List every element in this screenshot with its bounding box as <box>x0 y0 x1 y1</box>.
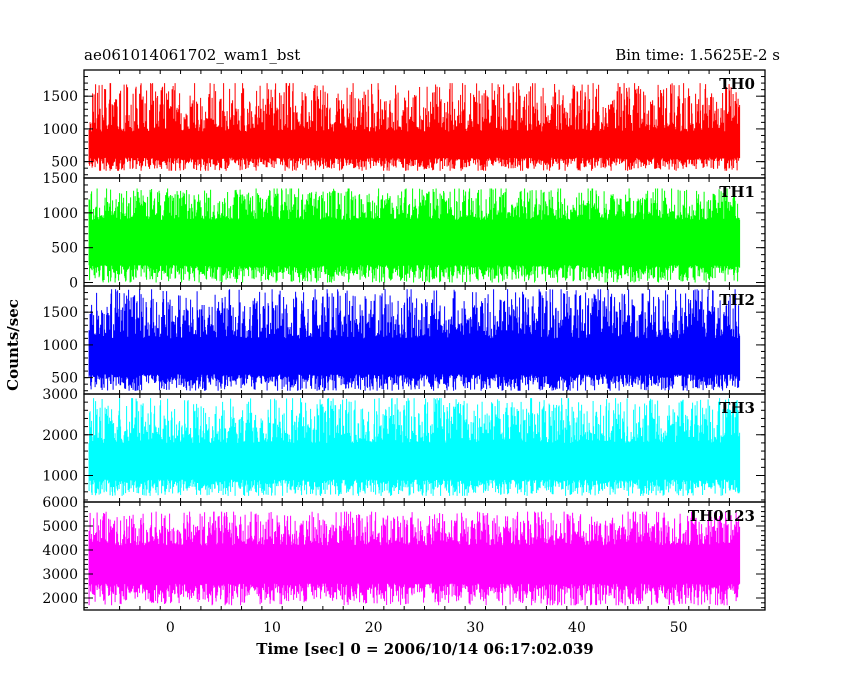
y-tick-label: 5000 <box>42 519 78 535</box>
y-tick-label: 1500 <box>42 171 78 187</box>
chart-title-left: ae061014061702_wam1_bst <box>84 46 300 64</box>
x-tick-label: 0 <box>166 620 175 636</box>
panel-label: TH3 <box>719 399 755 417</box>
x-tick-label: 20 <box>365 620 383 636</box>
series-th2-trace <box>88 289 741 391</box>
y-tick-label: 500 <box>51 241 78 257</box>
y-tick-label: 2000 <box>42 591 78 607</box>
series-th1-trace <box>88 188 741 283</box>
panels-group: 50010001500TH0050010001500TH150010001500… <box>42 69 766 636</box>
y-tick-label: 1000 <box>42 469 78 485</box>
panel-th3: 1000 2000 3000 TH3 <box>42 387 766 503</box>
y-tick-label: 3000 <box>42 387 78 403</box>
x-tick-label: 50 <box>670 620 688 636</box>
panel-th1: 0 500 1000 1500 TH1 <box>42 171 766 292</box>
y-axis-label: Counts/sec <box>4 299 22 391</box>
panel-th2: 500 1000 1500 TH2 <box>42 285 766 395</box>
y-tick-label: 4000 <box>42 543 78 559</box>
panel-label: TH0 <box>719 75 755 93</box>
y-tick-label: 1500 <box>42 89 78 105</box>
x-axis-label: Time [sec] 0 = 2006/10/14 06:17:02.039 <box>256 640 593 658</box>
y-tick-label: 1500 <box>42 305 78 321</box>
series-th0-trace <box>88 83 741 171</box>
panel-th0123: 2000 3000 4000 5000 6000 TH0123 <box>42 495 766 611</box>
x-tick-label: 10 <box>263 620 281 636</box>
y-tick-label: 500 <box>51 371 78 387</box>
panel-th0: 500 1000 1500 TH0 <box>42 69 766 179</box>
panel-label: TH1 <box>719 183 755 201</box>
y-tick-label: 1000 <box>42 206 78 222</box>
chart-title-right: Bin time: 1.5625E-2 s <box>615 46 780 64</box>
series-th0123-trace <box>88 511 741 606</box>
y-tick-label: 1000 <box>42 122 78 138</box>
y-tick-label: 1000 <box>42 338 78 354</box>
y-tick-label: 6000 <box>42 495 78 511</box>
x-tick-label: 40 <box>568 620 586 636</box>
y-tick-label: 2000 <box>42 428 78 444</box>
series-th3-trace <box>88 398 741 496</box>
y-tick-label: 0 <box>69 276 78 292</box>
x-tick-label: 30 <box>466 620 484 636</box>
y-tick-label: 500 <box>51 155 78 171</box>
panel-label: TH0123 <box>688 507 755 525</box>
panel-label: TH2 <box>719 291 755 309</box>
y-tick-label: 3000 <box>42 567 78 583</box>
